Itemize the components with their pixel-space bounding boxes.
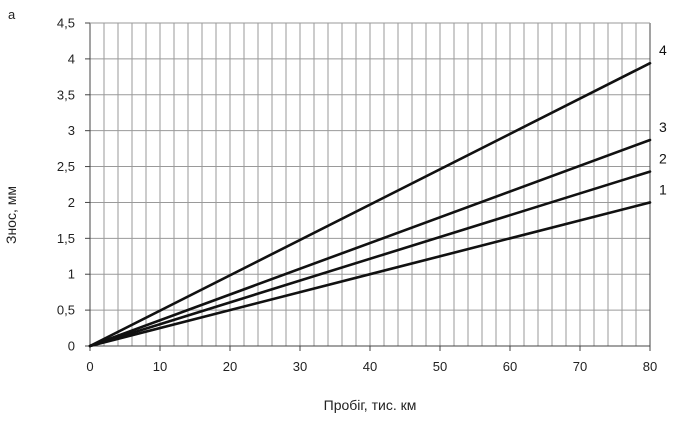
y-tick-label: 0,5 <box>57 303 75 318</box>
x-axis-title: Пробіг, тис. км <box>324 397 417 413</box>
series-line-1 <box>88 201 652 348</box>
x-tick-label: 10 <box>153 359 167 374</box>
x-tick-label: 80 <box>643 359 657 374</box>
x-tick-label: 20 <box>223 359 237 374</box>
y-tick-labels: 0 0,5 1 1,5 2 2,5 3 3,5 4 4,5 <box>57 16 75 354</box>
x-tick-labels: 0 10 20 30 40 50 60 70 80 <box>86 359 657 374</box>
x-tick-label: 40 <box>363 359 377 374</box>
series-label-1: 1 <box>659 181 667 197</box>
x-tick-label: 30 <box>293 359 307 374</box>
x-tick-label: 70 <box>573 359 587 374</box>
series-line-4 <box>88 61 652 348</box>
series-label-2: 2 <box>659 151 667 167</box>
axes <box>85 22 651 351</box>
y-tick-label: 3,5 <box>57 87 75 102</box>
y-tick-label: 2,5 <box>57 159 75 174</box>
x-tick-label: 50 <box>433 359 447 374</box>
series-label-4: 4 <box>659 42 667 58</box>
series-labels: 1 2 3 4 <box>659 42 667 197</box>
series-line-3 <box>88 138 652 348</box>
y-tick-label: 0 <box>68 339 75 354</box>
grid <box>89 22 651 347</box>
y-axis-title: Знос, мм <box>3 186 19 244</box>
x-tick-label: 60 <box>503 359 517 374</box>
series-label-3: 3 <box>659 119 667 135</box>
y-tick-label: 1 <box>68 267 75 282</box>
y-tick-label: 4,5 <box>57 16 75 31</box>
panel-label: а <box>8 7 16 22</box>
y-tick-label: 4 <box>68 51 75 66</box>
x-tick-label: 0 <box>86 359 93 374</box>
y-tick-label: 1,5 <box>57 231 75 246</box>
series-lines <box>88 61 652 348</box>
y-tick-label: 2 <box>68 195 75 210</box>
series-line-2 <box>88 170 652 348</box>
y-tick-label: 3 <box>68 123 75 138</box>
